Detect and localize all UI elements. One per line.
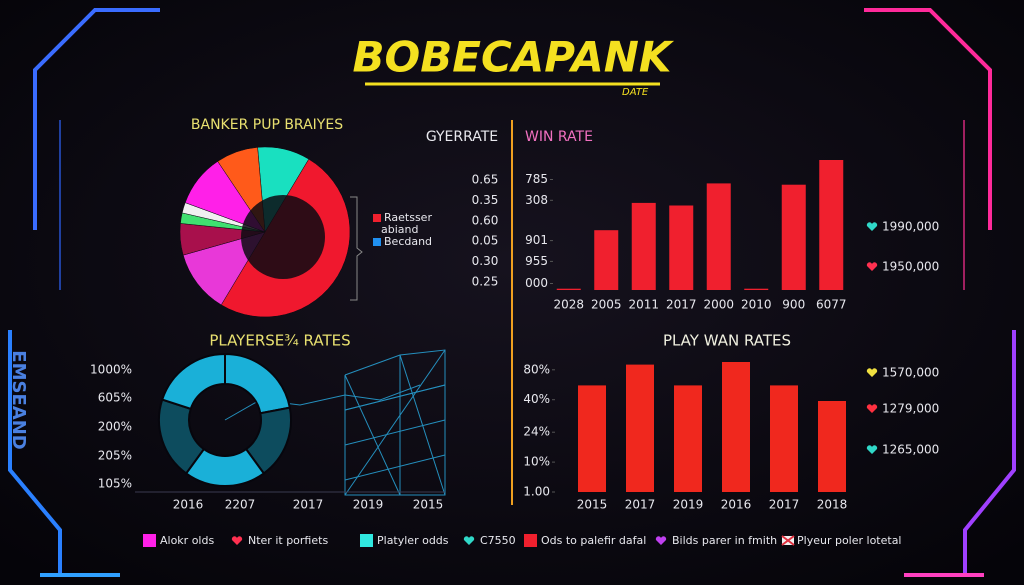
x-tick-label: 2017: [769, 498, 800, 512]
gyerrate-label: 0.65: [472, 173, 499, 187]
legend-label: abiand: [381, 223, 418, 236]
x-tick-label: 6077: [816, 298, 847, 312]
legend-icon: [655, 536, 667, 545]
x-tick-label: 2005: [591, 298, 622, 312]
y-label: 605%: [98, 391, 132, 405]
bar: [722, 362, 750, 492]
bar: [818, 401, 846, 492]
y-label: 205%: [98, 449, 132, 463]
legend-label: Nter it porfiets: [248, 534, 328, 547]
y-label: 105%: [98, 477, 132, 491]
bar: [669, 205, 694, 290]
y-label: 1000%: [90, 363, 132, 377]
legend-label: Becdand: [384, 235, 432, 248]
x-tick-label: 2017: [625, 498, 656, 512]
y-tick-label: 10%: [523, 455, 550, 469]
legend-bracket: [350, 196, 363, 301]
pie-title: BANKER PUP BRAIYES: [191, 117, 343, 133]
legend-label: Ods to palefir dafal: [541, 534, 646, 547]
x-label: 2207: [225, 498, 256, 512]
annotation: 1570,000: [882, 366, 939, 380]
header-subtitle: DATE: [622, 87, 649, 98]
gyerrate-label: 0.35: [472, 193, 499, 207]
annotation: 1265,000: [882, 443, 939, 457]
gyerrate-label: 0.05: [472, 234, 499, 248]
y-tick-label: 785: [525, 172, 548, 186]
gyerrate-title: GYERRATE: [426, 129, 498, 145]
wireframe: [224, 349, 446, 496]
donut-segment: [160, 352, 226, 411]
y-tick-label: 40%: [523, 392, 550, 406]
bar: [556, 288, 581, 290]
y-tick-label: 1.00: [523, 485, 550, 499]
annotation-icon: [866, 404, 878, 413]
bar: [770, 385, 798, 492]
annotation: 1950,000: [882, 260, 939, 274]
bar-title: WIN RATE: [525, 129, 593, 145]
x-tick-label: 2011: [628, 298, 659, 312]
x-tick-label: 2000: [703, 298, 734, 312]
bar: [578, 385, 606, 492]
gyerrate-label: 0.30: [472, 254, 499, 268]
legend-label: C7550: [480, 534, 516, 547]
bar: [744, 288, 769, 290]
frame: [8, 8, 1016, 577]
y-tick-label: 24%: [523, 425, 550, 439]
legend-label: Plyeur poler lotetal: [797, 534, 902, 547]
x-tick-label: 2017: [666, 298, 697, 312]
bar: [626, 364, 654, 492]
x-tick-label: 2018: [817, 498, 848, 512]
legend-icon: [781, 535, 795, 546]
annotation-icon: [866, 222, 878, 231]
legend-label: Bilds parer in fmith: [672, 534, 777, 547]
y-tick-label: 80%: [523, 362, 550, 376]
legend-icon: [231, 536, 243, 545]
legend-icon: [463, 536, 475, 545]
header-title: BOBECAPANK: [353, 33, 675, 82]
bar: [706, 183, 731, 290]
legend-label: Alokr olds: [160, 534, 214, 547]
annotation-icon: [866, 262, 878, 271]
annotation: 1279,000: [882, 402, 939, 416]
bar-title: PLAY WAN RATES: [663, 332, 791, 350]
bar: [781, 184, 806, 290]
legend-swatch: [373, 214, 381, 222]
x-tick-label: 2028: [553, 298, 584, 312]
x-tick-label: 900: [782, 298, 805, 312]
y-tick-label: 901: [525, 233, 548, 247]
legend-label: Raetsser: [384, 211, 432, 224]
bar: [594, 230, 619, 290]
legend-swatch: [143, 534, 156, 547]
y-tick-label: 000: [525, 276, 548, 290]
y-tick-label: 955: [525, 254, 548, 268]
legend-swatch: [373, 238, 381, 246]
y-label: 200%: [98, 420, 132, 434]
x-tick-label: 2016: [721, 498, 752, 512]
bar: [631, 202, 656, 290]
legend-swatch: [360, 534, 373, 547]
x-label: 2016: [173, 498, 204, 512]
x-tick-label: 2010: [741, 298, 772, 312]
gyerrate-label: 0.60: [472, 213, 499, 227]
bar: [674, 385, 702, 492]
annotation-icon: [866, 368, 878, 377]
x-tick-label: 2019: [673, 498, 704, 512]
donut-title: PLAYERSE¾ RATES: [209, 332, 350, 350]
side-text: EMSEAND: [8, 350, 29, 449]
x-label: 2015: [413, 498, 444, 512]
legend-label: Platyler odds: [377, 534, 449, 547]
pie-hole: [241, 195, 325, 279]
gyerrate-label: 0.25: [472, 275, 499, 289]
annotation-icon: [866, 445, 878, 454]
x-tick-label: 2015: [577, 498, 608, 512]
x-label: 2017: [293, 498, 324, 512]
bar: [819, 160, 844, 290]
legend-swatch: [524, 534, 537, 547]
y-tick-label: 308: [525, 193, 548, 207]
x-label: 2019: [353, 498, 384, 512]
annotation: 1990,000: [882, 220, 939, 234]
